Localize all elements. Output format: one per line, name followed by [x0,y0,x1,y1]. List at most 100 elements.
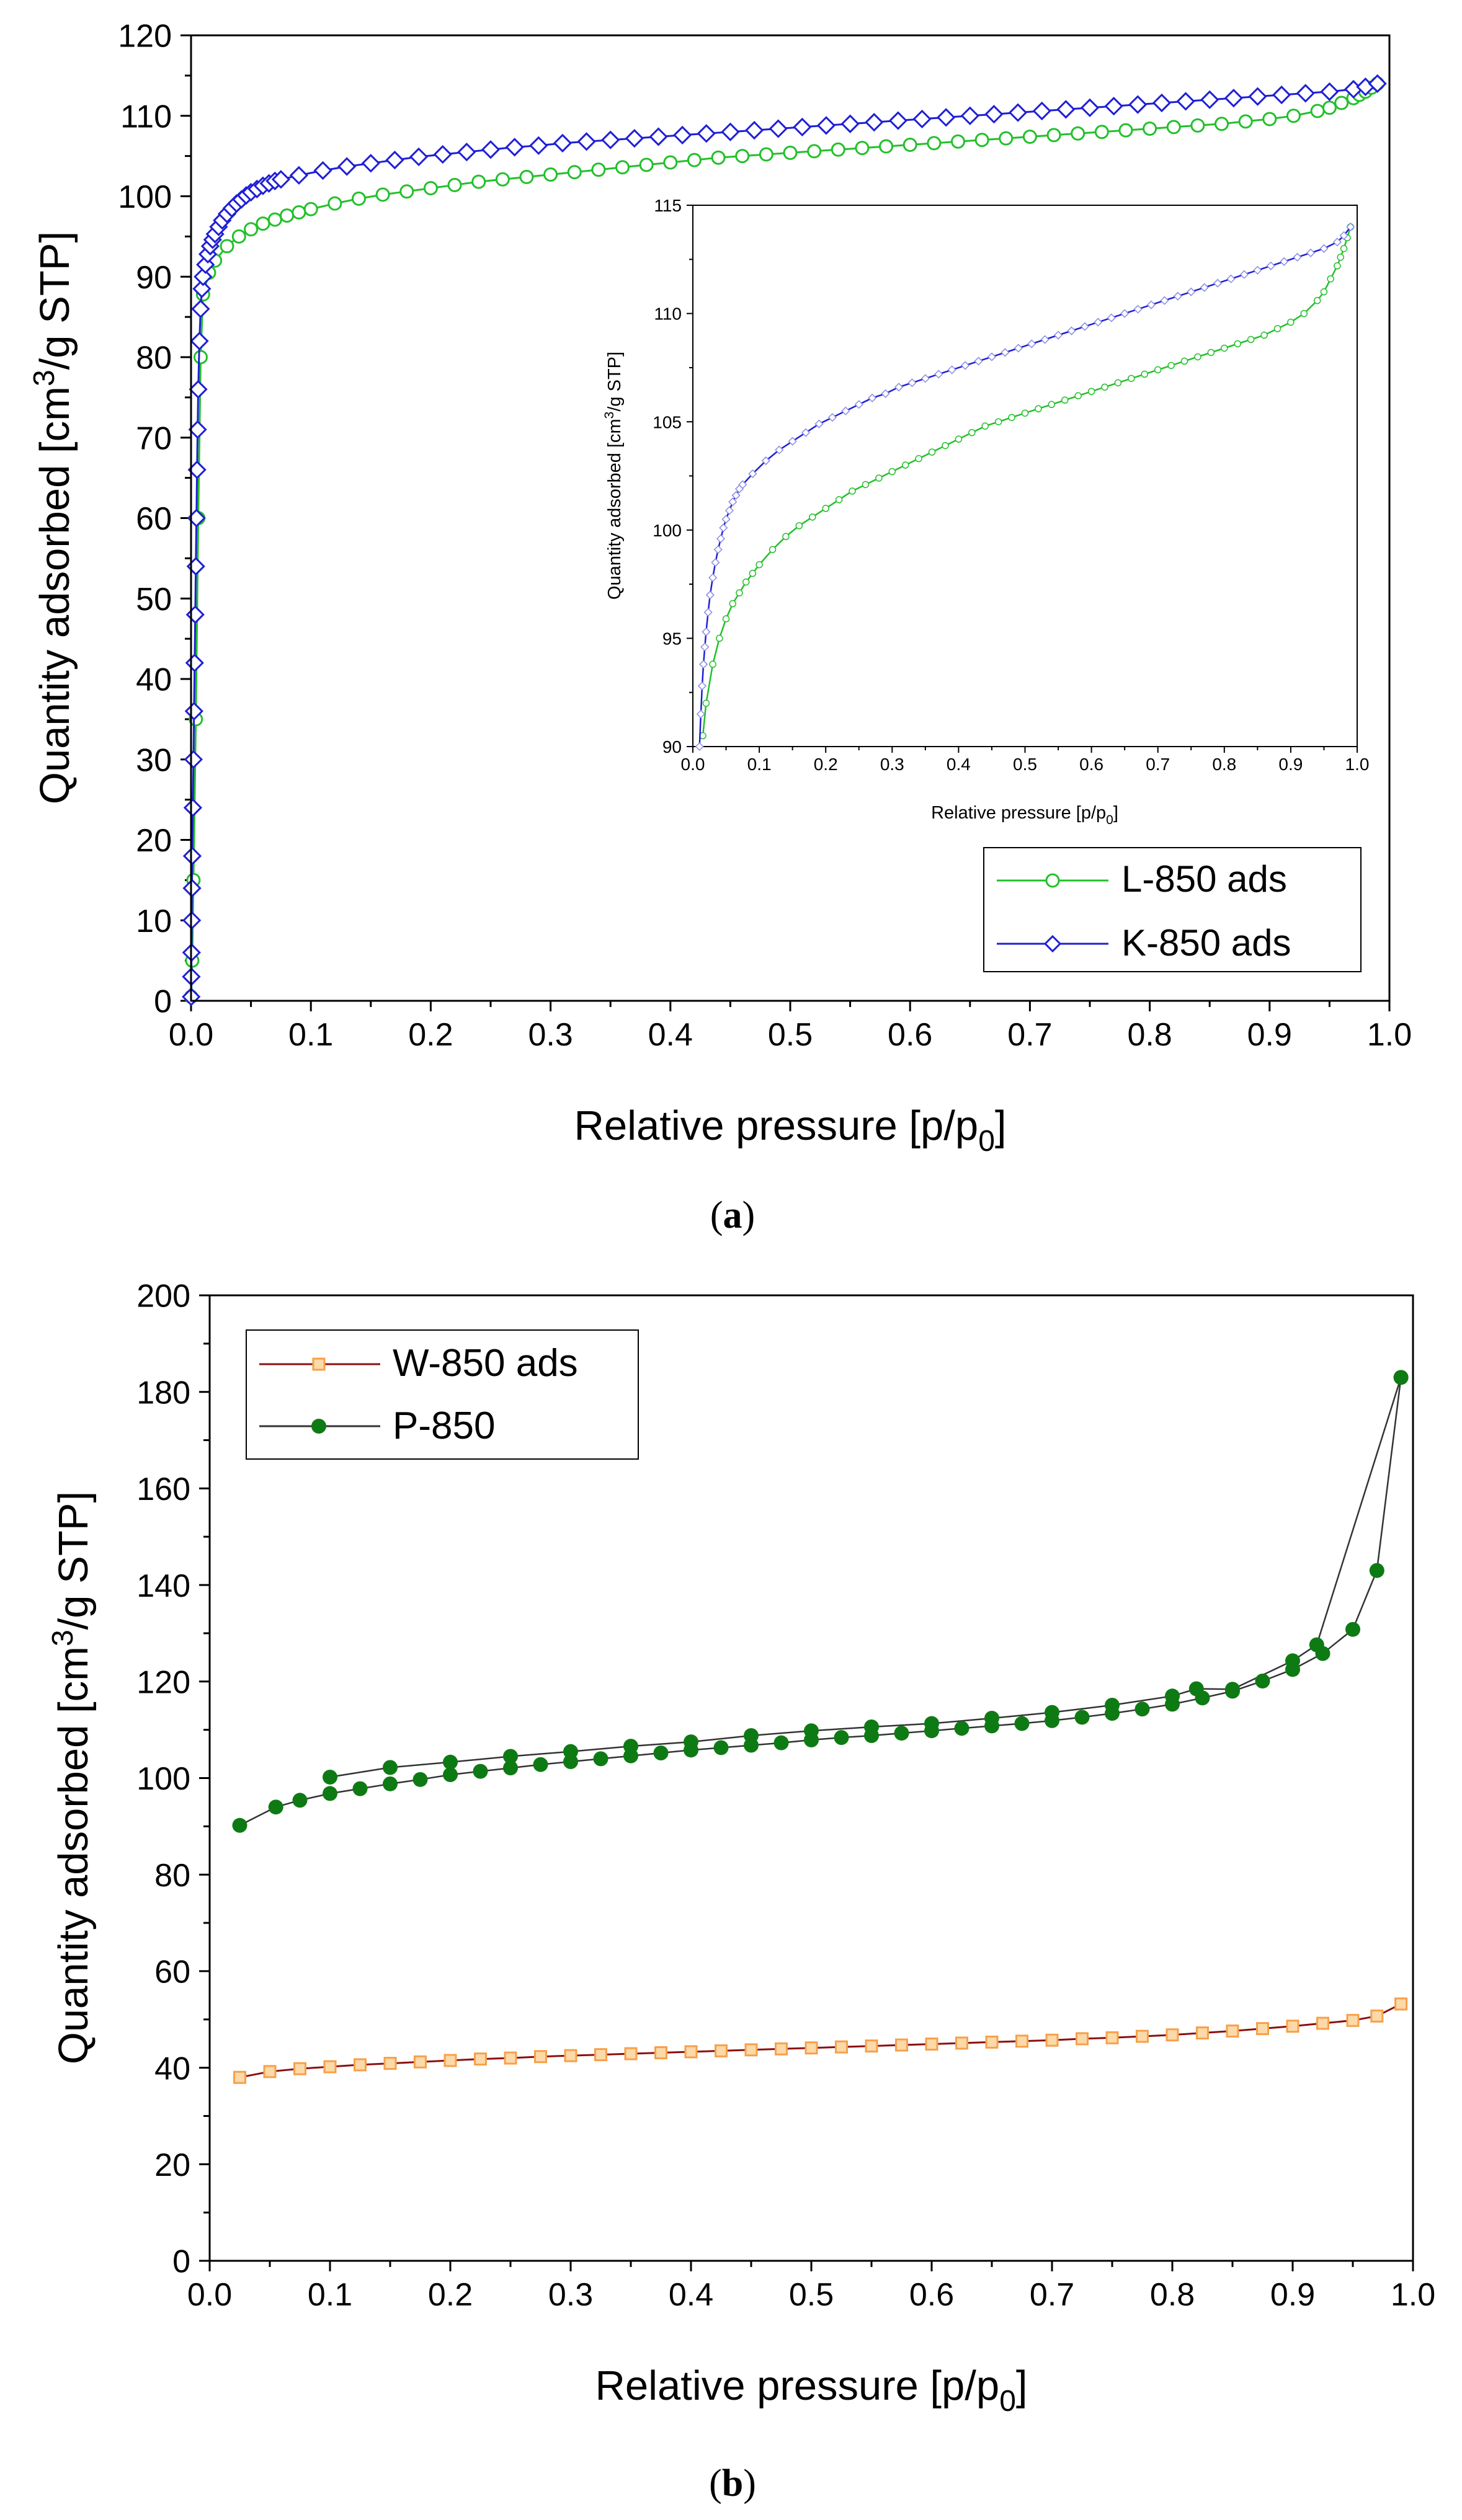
k850-point [1152,93,1172,113]
l850-point [879,139,894,154]
w850-point [835,2040,848,2054]
k850-point [937,108,956,127]
y-tick-label: 0 [172,2244,190,2280]
inset-k850-point [788,437,797,446]
p850-des-point [744,1728,759,1743]
inset-l850-point [942,441,949,450]
inset-l850-point [928,448,936,456]
k850-point [912,109,932,129]
inset-l850-point [981,422,989,430]
inset-l850-point [1327,275,1334,283]
inset-l850-point [709,660,716,668]
w850-point [624,2047,638,2061]
chart-a-legend: L-850 ads K-850 ads [983,847,1362,972]
inset-k850-point [697,681,707,691]
k850-point [1080,98,1100,117]
k850-point [577,132,596,151]
l850-point [193,350,208,365]
inset-l850-point [1128,375,1135,383]
l850-point [1071,126,1085,141]
y-tick-label: 100 [653,521,682,540]
p850-des-point [864,1719,879,1734]
chart-b-ticks: 0.0 0.1 0.2 0.3 0.4 0.5 0.6 0.7 0.8 0.9 1.0 0 20 40 60… [136,1279,1435,2313]
l850-point [1238,114,1253,129]
legend-marker-l850 [1045,873,1060,888]
inset-l850-point [1207,348,1215,357]
inset-k850-point [1094,317,1103,327]
inset-l850-point [722,615,730,623]
inset-k850-point [699,660,708,669]
k850-point [185,605,205,624]
inset-l850-point [822,505,829,512]
p850-des-point [383,1760,398,1775]
l850-point [639,158,654,172]
y-tick-label: 110 [654,304,682,324]
p850-des-point [804,1723,819,1739]
inset-k850-point [728,497,738,507]
l850-point [423,181,438,196]
inset-l850-point [795,522,803,530]
inset-l850-point [729,600,737,608]
chart-b-caption: (b) [709,2462,756,2504]
inset-l850-point [809,513,816,521]
inset-k850-point [1339,231,1348,240]
w850-point [865,2039,878,2053]
l850-point [280,208,295,223]
l850-point [1046,128,1061,143]
p850-des-point [1045,1705,1059,1720]
x-tick-label: 0.7 [1146,755,1170,774]
x-tick-label: 0.9 [1247,1017,1292,1053]
x-tick-label: 0.7 [1007,1017,1052,1053]
inset-k850-point [1266,261,1275,270]
inset-k850-point [1040,335,1050,344]
legend-marker-k850 [1043,934,1062,953]
inset-k850-point [854,400,863,409]
k850-point [182,846,202,866]
x-tick-label: 0.9 [1270,2277,1315,2313]
l850-point [244,222,259,237]
inset-k850-point [1027,339,1036,348]
k850-point [1368,74,1387,93]
l850-point [903,137,917,152]
legend-label-k850: K-850 ads [1121,922,1291,964]
l850-point [855,141,870,156]
w850-point [805,2041,818,2055]
p850-ads-point [653,1746,669,1761]
k850-point [194,267,213,286]
chart-panel-b: 0.0 0.1 0.2 0.3 0.4 0.5 0.6 0.7 0.8 0.9 1.0 0 20 40 60… [47,1279,1435,2504]
p850-des-point [1225,1682,1240,1697]
inset-k850-point [1160,296,1169,305]
y-tick-label: 0 [154,984,172,1020]
k850-point [185,653,204,673]
w850-point [263,2065,277,2079]
y-tick-label: 20 [154,2147,190,2183]
l850-point [567,165,582,180]
l850-point [519,169,534,184]
legend-frame [983,847,1362,972]
x-tick-label: 0.2 [408,1017,453,1053]
inset-k850-point [1306,248,1316,257]
inset-x-axis-label: Relative pressure [p/p0] [931,803,1118,827]
k850-point [313,161,332,180]
p850-ads-point [503,1760,518,1776]
p850-des-point [984,1710,999,1726]
inset-k850-point [731,490,741,500]
p850-des-point [443,1754,458,1770]
k850-point [192,279,212,298]
inset-k850-point [961,361,970,370]
k850-point [271,170,291,189]
w850-point [534,2050,547,2064]
p850-ads-point [473,1764,488,1779]
x-tick-label: 0.5 [789,2277,834,2313]
chart-a-plot-frame [190,34,1391,1002]
k850-point [865,113,884,132]
y-tick-label: 60 [136,501,172,537]
inset-l850-point [968,428,976,437]
k850-point [649,127,668,146]
x-tick-label: 0.2 [814,755,838,774]
k850-point [529,136,548,155]
l850-point [399,184,414,199]
k850-point [433,144,452,164]
w850-point [1316,2016,1329,2030]
inset-l850-point [1340,245,1348,252]
